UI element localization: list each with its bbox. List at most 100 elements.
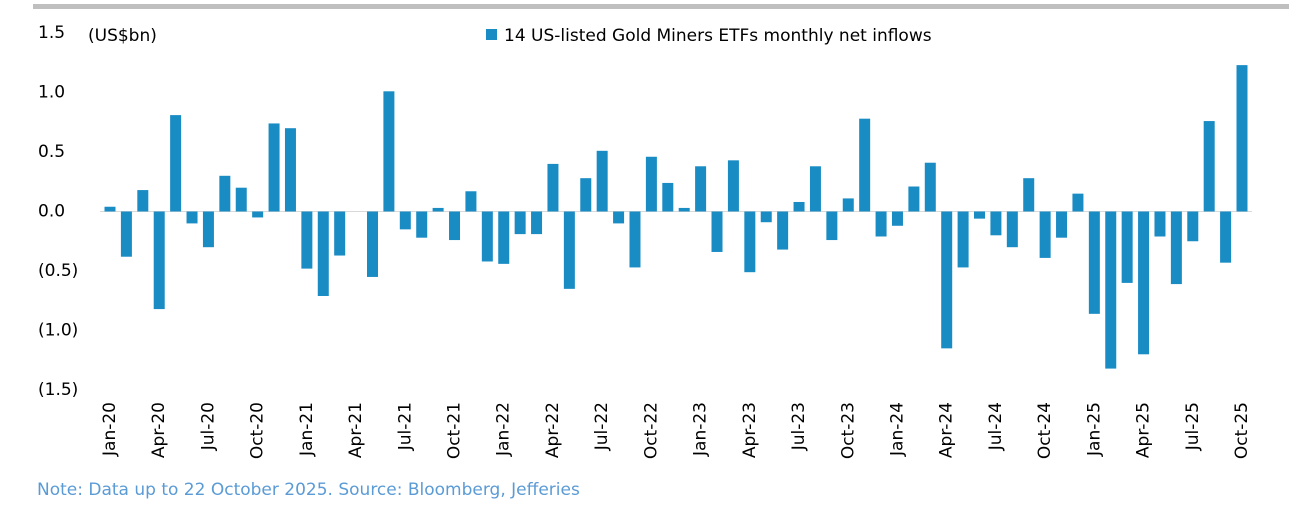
bar — [432, 207, 444, 212]
bar — [301, 211, 313, 269]
x-tick-label: Jul-23 — [789, 402, 809, 451]
x-tick-label: Jan-23 — [691, 402, 711, 457]
bar — [416, 211, 428, 238]
bar — [645, 156, 657, 212]
bar — [317, 211, 329, 296]
y-tick-label: 1.0 — [38, 83, 65, 103]
bar — [449, 211, 461, 241]
bar — [170, 115, 182, 212]
bar — [990, 211, 1002, 236]
bar — [1138, 211, 1150, 355]
bar — [1039, 211, 1051, 258]
bar — [1220, 211, 1232, 263]
bar — [678, 207, 690, 212]
bar — [1203, 121, 1215, 212]
bar — [580, 178, 592, 212]
x-tick-label: Apr-25 — [1134, 402, 1154, 458]
y-tick-label: (1.5) — [38, 380, 78, 400]
x-tick-label: Jul-21 — [395, 402, 415, 451]
bar — [924, 162, 936, 212]
x-tick-label: Jul-20 — [198, 402, 218, 451]
bar — [268, 123, 280, 212]
bar — [711, 211, 723, 252]
bar — [219, 175, 231, 212]
bar — [809, 166, 821, 212]
bar — [202, 211, 214, 248]
bar — [1006, 211, 1018, 248]
bar — [1187, 211, 1199, 242]
y-tick-label: 0.5 — [38, 142, 65, 162]
x-tick-label: Oct-20 — [248, 402, 268, 459]
bar — [334, 211, 346, 256]
bar — [1072, 193, 1084, 212]
x-tick-label: Apr-20 — [149, 402, 169, 458]
bar — [284, 128, 296, 212]
bar — [974, 211, 986, 219]
bar — [859, 118, 871, 212]
bar — [941, 211, 953, 349]
x-tick-label: Jul-24 — [986, 402, 1006, 451]
x-tick-label: Oct-21 — [445, 402, 465, 459]
bar — [1056, 211, 1068, 238]
bar — [662, 182, 674, 212]
source-note: Note: Data up to 22 October 2025. Source… — [37, 480, 580, 500]
x-tick-label: Oct-24 — [1035, 402, 1055, 459]
bar — [695, 166, 707, 212]
bar — [1105, 211, 1117, 369]
x-tick-label: Apr-21 — [346, 402, 366, 458]
bar — [908, 186, 920, 212]
bar — [629, 211, 641, 268]
bar — [875, 211, 887, 237]
x-tick-label: Oct-23 — [838, 402, 858, 459]
bar — [760, 211, 772, 223]
bar — [399, 211, 411, 230]
x-tick-label: Jan-25 — [1084, 402, 1104, 457]
y-tick-label: (1.0) — [38, 321, 78, 341]
bar — [613, 211, 625, 224]
y-axis-unit: (US$bn) — [88, 26, 157, 46]
bar — [1154, 211, 1166, 237]
bar — [186, 211, 198, 224]
bar — [744, 211, 756, 273]
bar — [842, 198, 854, 212]
bar — [498, 211, 510, 264]
bar — [465, 191, 477, 212]
bar — [596, 150, 608, 212]
y-tick-label: 0.0 — [38, 202, 65, 222]
x-tick-label: Oct-25 — [1232, 402, 1252, 459]
x-tick-label: Jan-20 — [100, 402, 120, 457]
bar — [235, 187, 247, 212]
x-tick-label: Jan-21 — [297, 402, 317, 457]
x-tick-label: Jul-22 — [592, 402, 612, 451]
bar — [1121, 211, 1133, 283]
bar — [366, 211, 378, 277]
x-tick-label: Oct-22 — [641, 402, 661, 459]
bar — [1023, 178, 1035, 212]
legend-label: 14 US-listed Gold Miners ETFs monthly ne… — [504, 26, 932, 46]
bar — [547, 163, 559, 212]
y-tick-label: 1.5 — [38, 23, 65, 43]
x-tick-label: Jul-25 — [1183, 402, 1203, 451]
bar — [727, 160, 739, 212]
bar — [563, 211, 575, 289]
bar — [252, 211, 264, 218]
bar — [957, 211, 969, 268]
x-tick-label: Jan-24 — [887, 402, 907, 457]
bar — [120, 211, 132, 257]
bar — [826, 211, 838, 241]
bar — [891, 211, 903, 226]
bar — [1170, 211, 1182, 285]
bar — [1088, 211, 1100, 314]
bar — [137, 190, 149, 212]
bar — [383, 91, 395, 212]
x-tick-label: Apr-24 — [937, 402, 957, 458]
y-tick-label: (0.5) — [38, 261, 78, 281]
x-tick-label: Jan-22 — [494, 402, 514, 457]
x-tick-label: Apr-23 — [740, 402, 760, 458]
bar — [481, 211, 493, 262]
header-rule — [33, 4, 1289, 9]
legend-swatch — [486, 29, 497, 40]
bar — [531, 211, 543, 235]
bar — [104, 206, 116, 212]
